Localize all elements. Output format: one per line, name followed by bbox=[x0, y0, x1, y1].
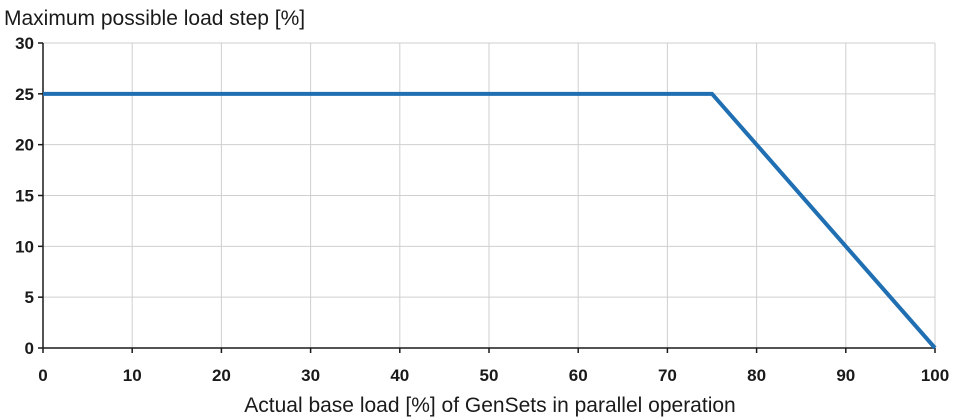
y-tick-label: 30 bbox=[15, 34, 34, 53]
y-tick-label: 0 bbox=[25, 339, 34, 358]
y-axis-label: Maximum possible load step [%] bbox=[4, 7, 305, 30]
y-tick-labels: 0 5 10 15 20 25 30 bbox=[15, 34, 34, 358]
x-tick-label: 100 bbox=[921, 366, 949, 385]
y-tick-label: 5 bbox=[25, 288, 34, 307]
y-tick-label: 10 bbox=[15, 237, 34, 256]
x-tick-label: 10 bbox=[123, 366, 142, 385]
x-tick-label: 0 bbox=[38, 366, 47, 385]
axes bbox=[38, 42, 936, 353]
x-tick-label: 90 bbox=[836, 366, 855, 385]
x-tick-label: 30 bbox=[301, 366, 320, 385]
x-tick-labels: 0 10 20 30 40 50 60 70 80 90 100 bbox=[38, 366, 949, 385]
x-tick-label: 60 bbox=[569, 366, 588, 385]
y-tick-label: 15 bbox=[15, 187, 34, 206]
x-tick-label: 20 bbox=[212, 366, 231, 385]
x-tick-label: 70 bbox=[658, 366, 677, 385]
x-tick-label: 80 bbox=[747, 366, 766, 385]
x-tick-label: 40 bbox=[390, 366, 409, 385]
y-tick-label: 25 bbox=[15, 85, 34, 104]
series-group bbox=[43, 91, 937, 350]
x-axis-label: Actual base load [%] of GenSets in paral… bbox=[244, 394, 735, 417]
x-tick-label: 50 bbox=[480, 366, 499, 385]
y-tick-label: 20 bbox=[15, 136, 34, 155]
series-line bbox=[43, 91, 937, 350]
